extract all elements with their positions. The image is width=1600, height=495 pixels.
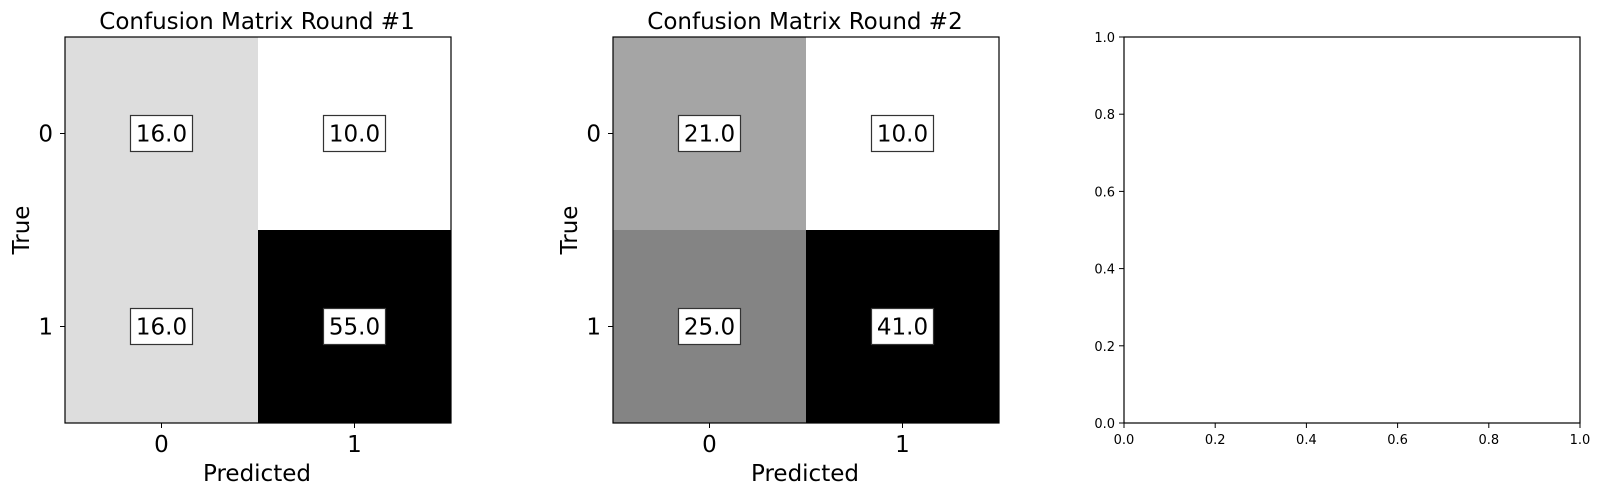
y-tick-label-0: 0 bbox=[38, 122, 53, 148]
axis-ticks: 0.0 0.2 0.4 0.6 0.8 1.0 0.0 0.2 0.4 0.6 0.8 1.0 bbox=[1094, 31, 1590, 448]
chart-title: Confusion Matrix Round #2 bbox=[647, 9, 962, 35]
chart-title: Confusion Matrix Round #1 bbox=[99, 9, 414, 35]
cell-label-box-0-1 bbox=[870, 114, 935, 153]
y-tick-label-1: 1 bbox=[586, 315, 601, 341]
y-tick-label-4: 0.8 bbox=[1094, 108, 1115, 123]
x-axis-label: Predicted bbox=[203, 461, 311, 487]
plot-frame bbox=[612, 36, 1000, 424]
y-tick-label-3: 0.6 bbox=[1094, 185, 1115, 200]
cell-value-label-0-1: 10.0 bbox=[329, 122, 380, 148]
cell-value-label-0-1: 10.0 bbox=[877, 122, 928, 148]
cell-label-box-0-0 bbox=[677, 114, 742, 153]
y-tick-label-1: 0.2 bbox=[1094, 340, 1115, 355]
x-tick-label-4: 0.8 bbox=[1478, 433, 1499, 448]
x-tick-label-3: 0.6 bbox=[1387, 433, 1408, 448]
cell-value-label-0-0: 16.0 bbox=[136, 122, 187, 148]
cell-label-box-0-0 bbox=[129, 114, 194, 153]
plot-frame bbox=[64, 36, 452, 424]
y-tick-label-2: 0.4 bbox=[1094, 263, 1115, 278]
cell-label-box-1-1 bbox=[870, 307, 935, 346]
y-axis-label: True bbox=[557, 206, 583, 256]
x-axis-label: Predicted bbox=[751, 461, 859, 487]
y-tick-label-0: 0.0 bbox=[1094, 417, 1115, 432]
y-tick-label-1: 1 bbox=[38, 315, 53, 341]
confusion-matrix-2: Confusion Matrix Round #2 21.0 10.0 25.0 41… bbox=[557, 9, 1000, 487]
y-axis-label: True bbox=[9, 206, 35, 256]
heatmap-cells: 21.0 10.0 25.0 41.0 bbox=[613, 37, 1000, 424]
axis-ticks: 0 1 0 1 bbox=[586, 122, 909, 459]
confusion-matrix-1: Confusion Matrix Round #1 16.0 10.0 16.0 55… bbox=[9, 9, 452, 487]
y-tick-label-0: 0 bbox=[586, 122, 601, 148]
y-tick-label-5: 1.0 bbox=[1094, 31, 1115, 46]
x-tick-label-0: 0 bbox=[154, 432, 169, 458]
x-tick-label-1: 1 bbox=[347, 432, 362, 458]
cell-label-box-1-0 bbox=[129, 307, 194, 346]
cell-value-label-1-0: 16.0 bbox=[136, 315, 187, 341]
cell-value-label-1-1: 41.0 bbox=[877, 315, 928, 341]
cell-label-box-1-0 bbox=[677, 307, 742, 346]
plot-frame bbox=[1123, 36, 1581, 424]
axis-ticks: 0 1 0 1 bbox=[38, 122, 361, 459]
cell-value-label-1-1: 55.0 bbox=[329, 315, 380, 341]
x-tick-label-1: 1 bbox=[895, 432, 910, 458]
cell-label-box-0-1 bbox=[322, 114, 387, 153]
empty-axes: 0.0 0.2 0.4 0.6 0.8 1.0 0.0 0.2 0.4 0.6 0.8 1.0 bbox=[1094, 31, 1590, 448]
x-tick-label-0: 0.0 bbox=[1114, 433, 1135, 448]
x-tick-label-0: 0 bbox=[702, 432, 717, 458]
x-tick-label-2: 0.4 bbox=[1296, 433, 1317, 448]
heatmap-cells: 16.0 10.0 16.0 55.0 bbox=[65, 37, 452, 424]
cell-label-box-1-1 bbox=[322, 307, 387, 346]
x-tick-label-1: 0.2 bbox=[1205, 433, 1226, 448]
x-tick-label-5: 1.0 bbox=[1570, 433, 1591, 448]
cell-value-label-1-0: 25.0 bbox=[684, 315, 735, 341]
cell-value-label-0-0: 21.0 bbox=[684, 122, 735, 148]
